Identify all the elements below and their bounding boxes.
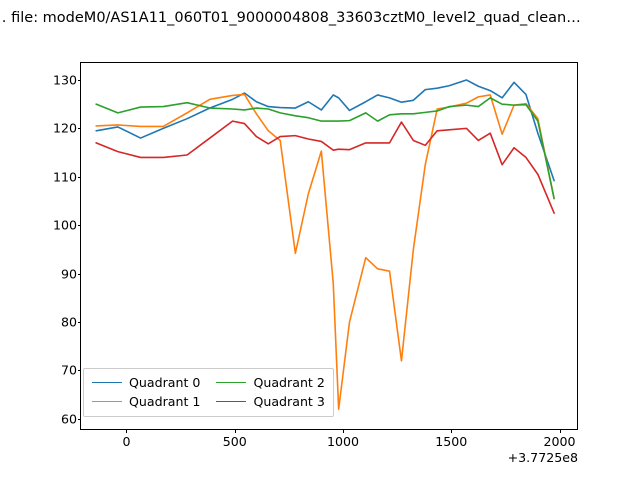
x-tick-label: 500 xyxy=(222,434,247,449)
legend-entry: Quadrant 0 xyxy=(92,374,200,391)
y-tick-mark xyxy=(77,273,81,275)
legend-label: Quadrant 3 xyxy=(253,394,325,409)
series-line-2 xyxy=(95,97,555,200)
legend-label: Quadrant 1 xyxy=(129,394,201,409)
y-tick-mark xyxy=(77,418,81,420)
y-tick-mark xyxy=(77,79,81,81)
y-tick-label: 80 xyxy=(60,314,77,330)
x-tick-mark xyxy=(559,429,561,433)
y-tick-mark xyxy=(77,322,81,324)
legend-entry: Quadrant 3 xyxy=(216,393,325,410)
legend-color-swatch xyxy=(216,401,247,402)
y-tick-label: 130 xyxy=(52,72,77,88)
y-tick-mark xyxy=(77,370,81,372)
y-tick-label: 110 xyxy=(52,169,77,185)
series-line-3 xyxy=(95,120,555,214)
page-title: … file: modeM0/AS1A11_060T01_9000004808_… xyxy=(0,10,581,26)
series-line-1 xyxy=(95,93,555,411)
legend-color-swatch xyxy=(92,401,122,402)
x-tick-mark xyxy=(342,429,344,433)
legend-entry: Quadrant 1 xyxy=(92,393,200,410)
x-tick-label: 1000 xyxy=(326,434,360,449)
y-tick-mark xyxy=(77,176,81,178)
x-tick-label: 0 xyxy=(122,434,131,449)
legend-label: Quadrant 0 xyxy=(129,375,201,390)
series-line-0 xyxy=(95,79,555,182)
legend-grid: Quadrant 0 Quadrant 2 Quadrant 1 Quadrant 3 xyxy=(92,374,325,410)
y-tick-label: 60 xyxy=(60,411,77,427)
y-tick-label: 120 xyxy=(52,120,77,136)
y-tick-mark xyxy=(77,225,81,227)
legend: Quadrant 0 Quadrant 2 Quadrant 1 Quadrant 3 xyxy=(83,368,334,417)
x-tick-mark xyxy=(126,429,128,433)
x-tick-label: 1500 xyxy=(435,434,468,449)
legend-color-swatch xyxy=(216,382,247,383)
y-tick-label: 100 xyxy=(52,217,77,233)
x-tick-mark xyxy=(234,429,236,433)
y-tick-label: 70 xyxy=(60,362,77,378)
x-tick-label: 2000 xyxy=(543,434,576,449)
legend-entry: Quadrant 2 xyxy=(216,374,325,391)
plot-lines xyxy=(95,79,555,411)
legend-color-swatch xyxy=(92,382,122,383)
y-tick-label: 90 xyxy=(60,266,77,282)
legend-label: Quadrant 2 xyxy=(253,375,325,390)
x-axis-offset-label: +3.7725e8 xyxy=(507,450,578,465)
x-tick-mark xyxy=(451,429,453,433)
y-tick-mark xyxy=(77,128,81,130)
figure-title-container: … file: modeM0/AS1A11_060T01_9000004808_… xyxy=(0,6,640,30)
